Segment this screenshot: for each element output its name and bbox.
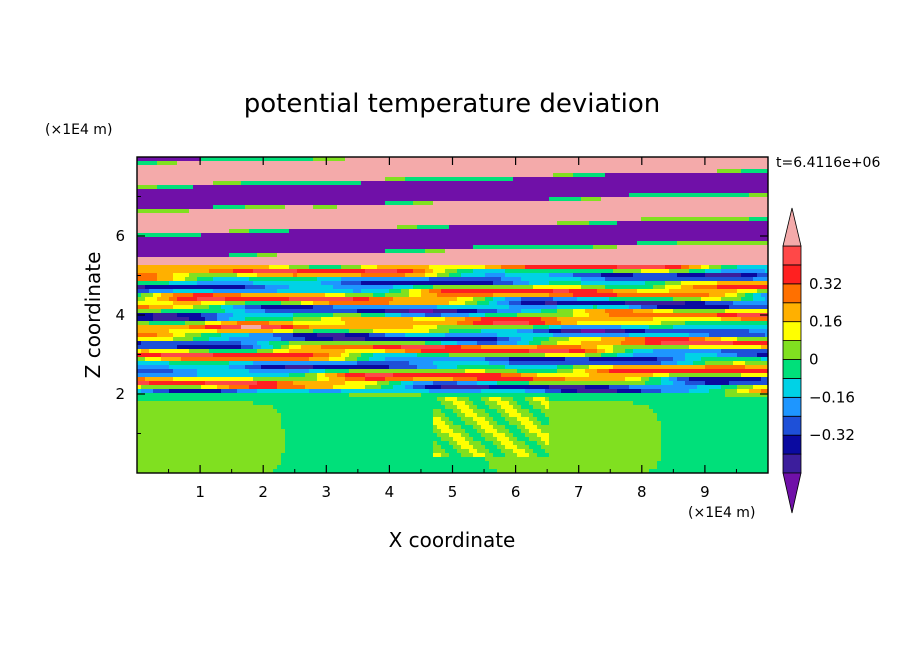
colorbar-label: −0.32: [809, 426, 855, 444]
x-tick-label: 7: [574, 483, 584, 501]
colorbar-box: [782, 264, 802, 285]
colorbar-box: [782, 321, 802, 341]
colorbar-box: [782, 302, 802, 323]
y-tick-label: 4: [115, 306, 125, 324]
colorbar-box: [782, 396, 802, 417]
time-label: t=6.4116e+06: [776, 155, 880, 171]
y-unit-label: (×1E4 m): [45, 122, 112, 138]
x-tick-label: 8: [637, 483, 647, 501]
colorbar-box: [782, 283, 802, 304]
colorbar-label: −0.16: [809, 388, 855, 406]
colorbar-label: 0: [809, 351, 819, 369]
colorbar-box: [782, 359, 802, 379]
x-tick-label: 1: [195, 483, 205, 501]
x-axis: 1 2 3 4 5 6 7 8 9: [168, 157, 737, 501]
x-tick-label: 2: [258, 483, 268, 501]
colorbar: 0.32 0.16 0 −0.16 −0.32: [782, 207, 855, 514]
colorbar-label: 0.32: [809, 275, 842, 293]
x-axis-title: X coordinate: [389, 528, 516, 552]
colorbar-top-triangle: [782, 207, 802, 247]
x-unit-label: (×1E4 m): [688, 505, 755, 521]
x-tick-label: 9: [700, 483, 710, 501]
x-tick-label: 4: [385, 483, 395, 501]
x-tick-label: 3: [322, 483, 332, 501]
colorbar-box: [782, 434, 802, 455]
y-axis-title: Z coordinate: [81, 252, 105, 379]
colorbar-bottom-triangle: [782, 472, 802, 514]
y-axis: 2 4 6: [115, 196, 768, 434]
y-tick-label: 6: [115, 227, 125, 245]
colorbar-box: [782, 415, 802, 436]
colorbar-box: [782, 340, 802, 360]
y-tick-label: 2: [115, 385, 125, 403]
colorbar-box: [782, 378, 802, 398]
colorbar-box: [782, 453, 802, 474]
colorbar-label: 0.16: [809, 313, 842, 331]
x-tick-label: 6: [511, 483, 521, 501]
x-tick-label: 5: [448, 483, 458, 501]
colorbar-box: [782, 245, 802, 266]
contour-field: [137, 157, 768, 473]
chart-title: potential temperature deviation: [244, 89, 660, 119]
